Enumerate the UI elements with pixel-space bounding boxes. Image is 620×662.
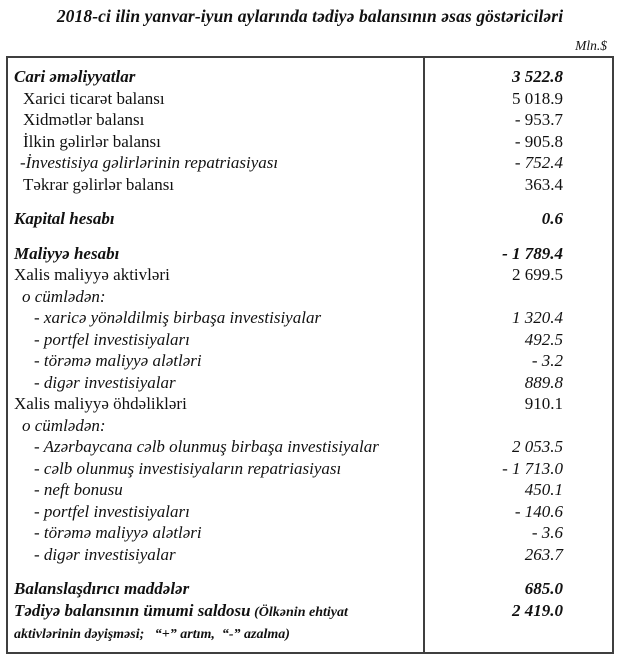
row-value: 1 320.4 — [512, 308, 563, 327]
table-row: - portfel investisiyaları 492.5 — [8, 329, 612, 351]
table-row: Tədiyə balansının ümumi saldosu (Ölkənin… — [8, 600, 612, 644]
row-label: - portfel investisiyaları — [34, 329, 190, 349]
row-value: 5 018.9 — [512, 88, 563, 108]
table-row: Təkrar gəlirlər balansı 363.4 — [8, 174, 612, 196]
row-label: - törəmə maliyyə alətləri — [34, 523, 202, 542]
row-label: - digər investisiyalar — [34, 372, 176, 392]
row-value: 2 419.0 — [512, 600, 563, 620]
row-label: o cümlədən: — [22, 286, 106, 306]
balance-table: Cari əməliyyatlar 3 522.8 Xarici ticarət b… — [6, 56, 614, 654]
row-value: 450.1 — [524, 480, 563, 499]
row-label: Təkrar gəlirlər balansı — [23, 174, 175, 194]
row-label: Xidmətlər balansı — [23, 110, 145, 129]
row-value: - 3.6 — [531, 523, 563, 542]
row-label: - neft bonusu — [34, 480, 123, 499]
row-label: Xarici ticarət balansı — [23, 88, 165, 108]
table-row: - portfel investisiyaları - 140.6 — [8, 501, 612, 523]
row-label: Kapital hesabı — [14, 209, 115, 228]
table-row: Xalis maliyyə aktivləri 2 699.5 — [8, 264, 612, 286]
row-value: 0.6 — [541, 209, 563, 228]
row-value: - 905.8 — [514, 131, 563, 151]
row-value: 910.1 — [524, 394, 563, 413]
table-row: - Azərbaycana cəlb olunmuş birbaşa inves… — [8, 436, 612, 458]
table-row: -İnvestisiya gəlirlərinin repatriasiyası… — [8, 152, 612, 174]
table-row: Kapital hesabı 0.6 — [8, 208, 612, 230]
row-value: - 1 789.4 — [502, 243, 563, 263]
row-label: - xaricə yönəldilmiş birbaşa investisiya… — [34, 308, 322, 327]
row-label: Xalis maliyyə öhdəlikləri — [14, 394, 187, 413]
table-row: Cari əməliyyatlar 3 522.8 — [8, 66, 612, 88]
row-label-note: (Ölkənin ehtiyat aktivlərinin dəyişməsi;… — [14, 604, 352, 642]
table-row: - xaricə yönəldilmiş birbaşa investisiya… — [8, 307, 612, 329]
row-value: 263.7 — [524, 544, 563, 564]
section-gap — [8, 230, 612, 243]
row-label: Cari əməliyyatlar — [14, 67, 136, 86]
unit-label: Mln.$ — [575, 38, 607, 53]
table-row: Maliyyə hesabı - 1 789.4 — [8, 243, 612, 265]
table-row: Xalis maliyyə öhdəlikləri 910.1 — [8, 393, 612, 415]
table-row: Xidmətlər balansı - 953.7 — [8, 109, 612, 131]
row-label: - cəlb olunmuş investisiyaların repatria… — [34, 458, 342, 478]
row-label: Xalis maliyyə aktivləri — [14, 265, 170, 284]
row-value: - 752.4 — [514, 153, 563, 172]
row-value: 492.5 — [524, 329, 563, 349]
table-row: o cümlədən: — [8, 415, 612, 437]
table-row: o cümlədən: — [8, 286, 612, 308]
row-label: Tədiyə balansının ümumi saldosu (Ölkənin… — [14, 600, 352, 642]
row-label: o cümlədən: — [22, 415, 106, 435]
row-value: 685.0 — [524, 579, 563, 598]
row-value: - 1 713.0 — [502, 458, 563, 478]
page-title: 2018-ci ilin yanvar-iyun aylarında tədiy… — [56, 6, 564, 26]
table-row: - neft bonusu 450.1 — [8, 479, 612, 501]
row-label: - törəmə maliyyə alətləri — [34, 351, 202, 370]
row-value: 889.8 — [524, 372, 563, 392]
table-row: - digər investisiyalar 889.8 — [8, 372, 612, 394]
row-value: 2 699.5 — [512, 265, 563, 284]
row-label: İlkin gəlirlər balansı — [23, 131, 161, 151]
row-label: - Azərbaycana cəlb olunmuş birbaşa inves… — [34, 437, 379, 456]
table-row: Xarici ticarət balansı 5 018.9 — [8, 88, 612, 110]
table-row: - cəlb olunmuş investisiyaların repatria… — [8, 458, 612, 480]
row-value: 3 522.8 — [512, 67, 563, 86]
row-label: -İnvestisiya gəlirlərinin repatriasiyası — [20, 153, 279, 172]
row-label: Maliyyə hesabı — [14, 243, 120, 263]
row-label: - digər investisiyalar — [34, 544, 176, 564]
table-rows: Cari əməliyyatlar 3 522.8 Xarici ticarət b… — [8, 66, 612, 644]
row-value: 363.4 — [524, 174, 563, 194]
table-row: - digər investisiyalar 263.7 — [8, 544, 612, 566]
row-value: - 140.6 — [514, 501, 563, 521]
row-label: Balanslaşdırıcı maddələr — [14, 579, 190, 598]
row-value: - 953.7 — [514, 110, 563, 129]
row-label: - portfel investisiyaları — [34, 501, 190, 521]
table-row: - törəmə maliyyə alətləri - 3.6 — [8, 522, 612, 544]
section-gap — [8, 565, 612, 578]
table-row: Balanslaşdırıcı maddələr 685.0 — [8, 578, 612, 600]
column-divider — [423, 58, 425, 652]
row-value: 2 053.5 — [512, 437, 563, 456]
table-row: - törəmə maliyyə alətləri - 3.2 — [8, 350, 612, 372]
section-gap — [8, 195, 612, 208]
table-row: İlkin gəlirlər balansı - 905.8 — [8, 131, 612, 153]
row-value: - 3.2 — [531, 351, 563, 370]
